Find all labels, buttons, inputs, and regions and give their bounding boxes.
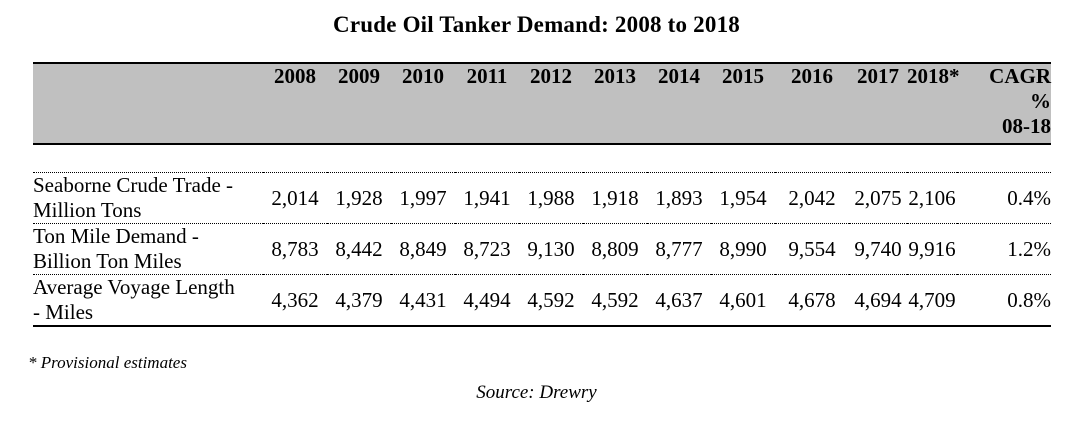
row-label: Ton Mile Demand - Billion Ton Miles (33, 223, 263, 275)
data-cell: 8,809 (583, 223, 647, 275)
row-label: Seaborne Crude Trade - Million Tons (33, 172, 263, 224)
source-note: Source: Drewry (476, 382, 597, 403)
cagr-cell: 1.2% (957, 223, 1051, 275)
table-row-ton-mile-demand: Ton Mile Demand - Billion Ton Miles 8,78… (33, 223, 1051, 275)
data-cell: 1,997 (391, 172, 455, 224)
data-cell: 8,783 (263, 223, 327, 275)
year-header-2015: 2015 (711, 62, 775, 145)
data-cell: 4,694 (849, 274, 907, 327)
data-cell: 4,678 (775, 274, 849, 327)
data-cell: 4,637 (647, 274, 711, 327)
table-title: Crude Oil Tanker Demand: 2008 to 2018 (333, 12, 740, 37)
year-header-2009: 2009 (327, 62, 391, 145)
data-cell: 4,494 (455, 274, 519, 327)
data-cell: 8,990 (711, 223, 775, 275)
cagr-cell: 0.4% (957, 172, 1051, 224)
data-cell: 9,554 (775, 223, 849, 275)
metric-column-header (33, 62, 263, 145)
year-header-2013: 2013 (583, 62, 647, 145)
data-cell: 9,740 (849, 223, 907, 275)
data-cell: 8,723 (455, 223, 519, 275)
year-header-2016: 2016 (775, 62, 849, 145)
data-cell: 2,106 (907, 172, 957, 224)
year-header-2012: 2012 (519, 62, 583, 145)
data-cell: 8,849 (391, 223, 455, 275)
data-cell: 4,601 (711, 274, 775, 327)
crude-oil-tanker-demand-table: 2008 2009 2010 2011 2012 2013 2014 2015 … (33, 62, 1051, 327)
data-cell: 4,592 (583, 274, 647, 327)
data-cell: 9,916 (907, 223, 957, 275)
table-row-seaborne-crude-trade: Seaborne Crude Trade - Million Tons 2,01… (33, 172, 1051, 224)
header-body-gap (33, 144, 1051, 173)
cagr-cell: 0.8% (957, 274, 1051, 327)
data-cell: 2,014 (263, 172, 327, 224)
year-header-2014: 2014 (647, 62, 711, 145)
year-header-2017: 2017 (849, 62, 907, 145)
year-header-2011: 2011 (455, 62, 519, 145)
data-cell: 8,777 (647, 223, 711, 275)
data-cell: 1,941 (455, 172, 519, 224)
data-cell: 2,042 (775, 172, 849, 224)
data-cell: 1,918 (583, 172, 647, 224)
data-cell: 1,928 (327, 172, 391, 224)
data-cell: 1,954 (711, 172, 775, 224)
cagr-column-header: CAGR % 08-18 (957, 62, 1051, 145)
year-header-2010: 2010 (391, 62, 455, 145)
data-cell: 4,362 (263, 274, 327, 327)
data-cell: 2,075 (849, 172, 907, 224)
table-header-row: 2008 2009 2010 2011 2012 2013 2014 2015 … (33, 62, 1051, 145)
data-cell: 1,988 (519, 172, 583, 224)
data-cell: 4,379 (327, 274, 391, 327)
year-header-2018: 2018* (907, 62, 960, 145)
data-cell: 4,709 (907, 274, 957, 327)
data-cell: 9,130 (519, 223, 583, 275)
footnote-provisional-estimates: * Provisional estimates (28, 353, 187, 372)
row-label: Average Voyage Length - Miles (33, 274, 263, 327)
data-cell: 4,431 (391, 274, 455, 327)
year-header-2008: 2008 (263, 62, 327, 145)
data-cell: 1,893 (647, 172, 711, 224)
data-cell: 8,442 (327, 223, 391, 275)
data-cell: 4,592 (519, 274, 583, 327)
table-row-average-voyage-length: Average Voyage Length - Miles 4,362 4,37… (33, 274, 1051, 327)
